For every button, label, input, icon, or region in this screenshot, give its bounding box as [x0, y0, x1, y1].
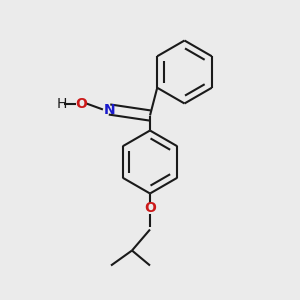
Text: N: N — [104, 103, 115, 116]
Text: O: O — [144, 202, 156, 215]
Text: O: O — [75, 97, 87, 110]
Text: H: H — [56, 97, 67, 110]
